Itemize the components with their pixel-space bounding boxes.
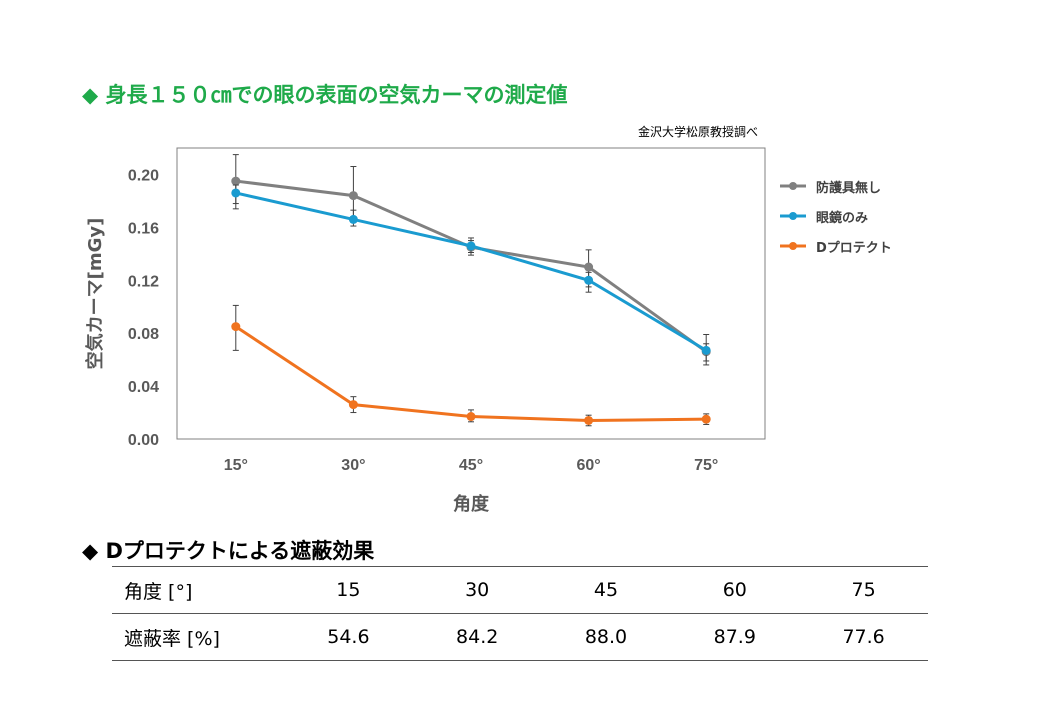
data-point (584, 262, 594, 272)
data-point (584, 275, 594, 285)
data-point (348, 400, 358, 410)
y-tick-label: 0.16 (128, 220, 159, 237)
table-cell: 87.9 (713, 626, 756, 648)
data-point (231, 322, 241, 332)
series-line (235, 179, 708, 353)
table-cell: 30 (465, 579, 490, 601)
table-cell: 77.6 (842, 626, 885, 648)
data-point (348, 214, 358, 224)
data-point (584, 415, 594, 425)
table-cell: 45 (593, 579, 619, 601)
source-note: 金沢大学松原教授調べ (637, 125, 758, 139)
legend-swatch (780, 212, 806, 220)
x-tick-label: 15° (224, 457, 248, 474)
x-tick-label: 45° (459, 457, 483, 474)
data-point (466, 412, 476, 422)
legend-swatch (780, 242, 806, 250)
section-title-text: Dプロテクトによる遮蔽効果 (105, 539, 375, 563)
series-line (235, 191, 707, 352)
section-diamond-icon: ◆ (82, 539, 99, 563)
table-cell: 15 (336, 579, 361, 601)
legend-label: 眼鏡のみ (816, 210, 869, 226)
table-cell: 84.2 (456, 626, 499, 648)
legend-item: 防護具無し (780, 171, 892, 201)
legend-item: Dプロテクト (780, 231, 892, 261)
x-tick-label: 60° (576, 457, 600, 474)
y-axis-label: 空気カーマ[mGy] (84, 218, 106, 370)
legend-label: 防護具無し (816, 180, 882, 196)
table-cell: 54.6 (327, 626, 370, 648)
y-tick-label: 0.20 (128, 167, 159, 184)
shielding-effect-table: 角度 [°] 15 30 45 60 75 遮蔽率 [%] 54.6 84.2 … (112, 566, 928, 661)
row-header-rate: 遮蔽率 [%] (124, 627, 220, 650)
table-cell: 88.0 (584, 626, 628, 648)
plot-area (176, 147, 766, 440)
series-line (234, 325, 707, 422)
legend-swatch (780, 182, 806, 190)
table-cell: 75 (851, 579, 876, 601)
chart-legend: 防護具無し眼鏡のみ Dプロテクト (780, 171, 892, 261)
page-title: ◆ 身長１５０㎝での眼の表面の空気カーマの測定値 (82, 79, 567, 109)
x-tick-label: 30° (341, 457, 365, 474)
data-point (231, 176, 241, 186)
section-title: ◆ Dプロテクトによる遮蔽効果 (82, 535, 374, 565)
data-point (466, 241, 476, 251)
title-text: 身長１５０㎝での眼の表面の空気カーマの測定値 (105, 83, 568, 107)
table-row-angle: 角度 [°] 15 30 45 60 75 (112, 566, 928, 614)
y-tick-label: 0.12 (128, 273, 159, 290)
data-point (348, 191, 358, 201)
data-point (231, 188, 241, 198)
x-tick-label: 75° (694, 457, 718, 474)
data-point (701, 414, 711, 424)
legend-label: Dプロテクト (816, 240, 892, 256)
legend-item: 眼鏡のみ (780, 201, 892, 231)
table-cell: 60 (722, 579, 747, 601)
table-row-rate: 遮蔽率 [%] 54.6 84.2 88.0 87.9 77.6 (112, 613, 928, 661)
title-diamond-icon: ◆ (82, 83, 99, 107)
air-kerma-chart: 0.00 0.04 0.08 0.12 0.16 0.20 15° 30° 45° 60° 75° 角… (84, 147, 766, 515)
y-tick-label: 0.08 (128, 326, 159, 343)
data-point (701, 345, 711, 355)
y-tick-label: 0.00 (128, 432, 159, 449)
row-header-angle: 角度 [°] (124, 580, 193, 603)
x-axis-label: 角度 (453, 493, 490, 515)
y-tick-label: 0.04 (128, 379, 159, 396)
